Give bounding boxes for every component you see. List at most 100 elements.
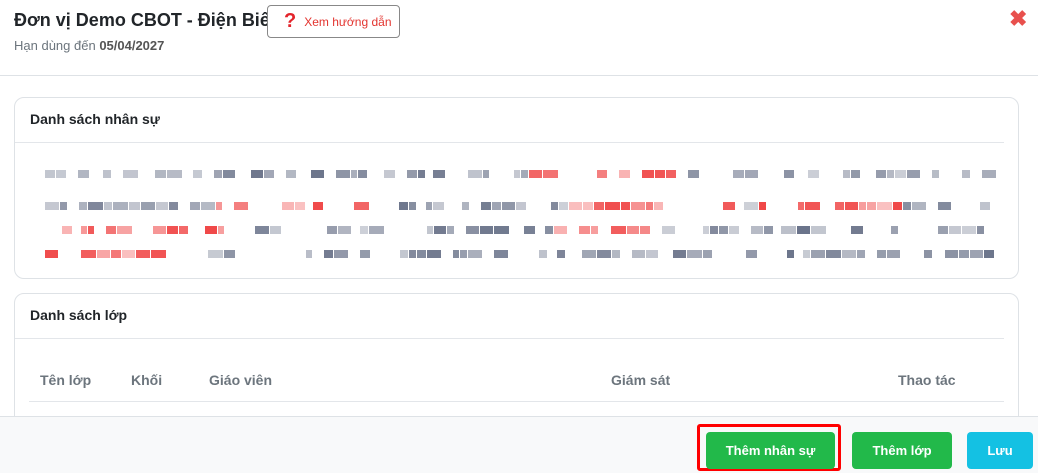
pixel-block <box>306 250 312 258</box>
pixel-block <box>895 170 906 178</box>
pixel-block <box>351 170 357 178</box>
pixel-block <box>156 202 168 210</box>
pixel-block <box>447 226 454 234</box>
pixel-block <box>619 170 630 178</box>
pixel-block <box>826 250 841 258</box>
pixel-block <box>190 202 200 210</box>
modal-header: Đơn vị Demo CBOT - Điện Biên ? Xem hướng … <box>0 0 1038 76</box>
pixel-block <box>123 170 138 178</box>
pixel-block <box>354 202 369 210</box>
pixel-block <box>559 202 568 210</box>
pixel-block <box>338 226 351 234</box>
pixel-block <box>805 202 820 210</box>
pixel-block <box>141 202 155 210</box>
pixel-block <box>597 250 611 258</box>
pixel-block <box>808 170 819 178</box>
pixel-block <box>842 250 856 258</box>
col-supervisor: Giám sát <box>611 371 671 388</box>
add-class-button[interactable]: Thêm lớp <box>852 432 952 469</box>
pixel-block <box>113 202 128 210</box>
pixel-block <box>201 202 215 210</box>
pixel-block <box>662 226 675 234</box>
pixel-block <box>468 250 482 258</box>
guide-button[interactable]: ? Xem hướng dẫn <box>267 5 400 38</box>
pixel-block <box>122 250 135 258</box>
pixel-block <box>79 202 87 210</box>
pixel-block <box>483 170 489 178</box>
pixel-block <box>282 202 294 210</box>
pixel-block <box>611 226 626 234</box>
pixel-block <box>612 250 620 258</box>
pixel-block <box>205 226 217 234</box>
question-icon: ? <box>284 10 297 32</box>
pixel-block <box>851 226 863 234</box>
pixel-block <box>811 226 826 234</box>
pixel-block <box>324 250 333 258</box>
pixel-block <box>803 250 810 258</box>
pixel-block <box>811 250 825 258</box>
pixel-block <box>117 226 132 234</box>
pixel-block <box>45 250 58 258</box>
pixel-block <box>646 250 658 258</box>
pixel-block <box>851 170 860 178</box>
pixel-block <box>427 226 433 234</box>
pixel-block <box>569 202 582 210</box>
pixel-block <box>938 202 951 210</box>
classes-table-header: Tên lớp Khối Giáo viên Giám sát Thao tác <box>29 358 1004 402</box>
pixel-block <box>631 202 645 210</box>
pixel-block <box>468 170 482 178</box>
guide-label: Xem hướng dẫn <box>304 14 392 29</box>
pixel-block <box>334 250 348 258</box>
pixel-block <box>835 202 844 210</box>
expiry-text: Hạn dùng đến 05/04/2027 <box>14 38 164 53</box>
pixel-block <box>360 250 370 258</box>
close-icon[interactable]: ✖ <box>1009 6 1028 31</box>
pixel-block <box>887 170 894 178</box>
pixel-block <box>745 170 758 178</box>
pixel-block <box>797 226 810 234</box>
pixel-block <box>426 202 432 210</box>
pixel-block <box>88 226 94 234</box>
pixel-block <box>703 250 712 258</box>
pixel-block <box>551 202 558 210</box>
pixel-block <box>193 170 202 178</box>
pixel-block <box>877 202 892 210</box>
pixel-block <box>409 202 416 210</box>
pixel-block <box>980 202 990 210</box>
pixel-block <box>591 226 598 234</box>
pixel-block <box>502 202 515 210</box>
pixel-block <box>255 226 269 234</box>
save-button[interactable]: Lưu <box>967 432 1033 469</box>
pixel-block <box>81 226 87 234</box>
pixel-block <box>56 170 66 178</box>
pixel-block <box>153 226 166 234</box>
pixel-block <box>859 202 866 210</box>
pixel-block <box>642 170 654 178</box>
pixel-block <box>912 202 926 210</box>
pixel-block <box>666 170 676 178</box>
pixel-block <box>399 202 408 210</box>
pixelated-staff-list <box>45 162 996 272</box>
add-staff-button[interactable]: Thêm nhân sự <box>706 432 835 469</box>
col-class-name: Tên lớp <box>40 371 92 388</box>
classes-title: Danh sách lớp <box>15 294 1004 339</box>
pixel-block <box>433 202 444 210</box>
pixel-block <box>78 170 89 178</box>
pixel-block <box>336 170 350 178</box>
pixel-block <box>970 250 983 258</box>
pixel-block <box>129 202 140 210</box>
pixel-block <box>759 202 766 210</box>
pixel-block <box>311 170 324 178</box>
pixel-block <box>167 226 178 234</box>
pixel-block <box>594 202 604 210</box>
pixel-block <box>703 226 709 234</box>
pixel-block <box>646 202 653 210</box>
expiry-label: Hạn dùng đến <box>14 38 96 53</box>
pixel-block <box>218 226 224 234</box>
pixel-block <box>492 202 501 210</box>
pixel-block <box>155 170 166 178</box>
pixel-block <box>977 226 984 234</box>
pixel-block <box>151 250 166 258</box>
pixel-block <box>654 202 663 210</box>
col-grade: Khối <box>131 371 163 388</box>
